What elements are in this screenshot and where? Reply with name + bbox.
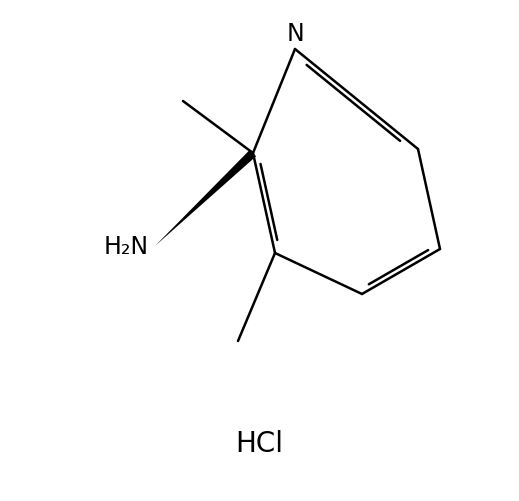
Text: H₂N: H₂N [104, 234, 149, 259]
Polygon shape [155, 150, 256, 246]
Text: HCl: HCl [235, 429, 283, 457]
Text: N: N [286, 22, 304, 46]
